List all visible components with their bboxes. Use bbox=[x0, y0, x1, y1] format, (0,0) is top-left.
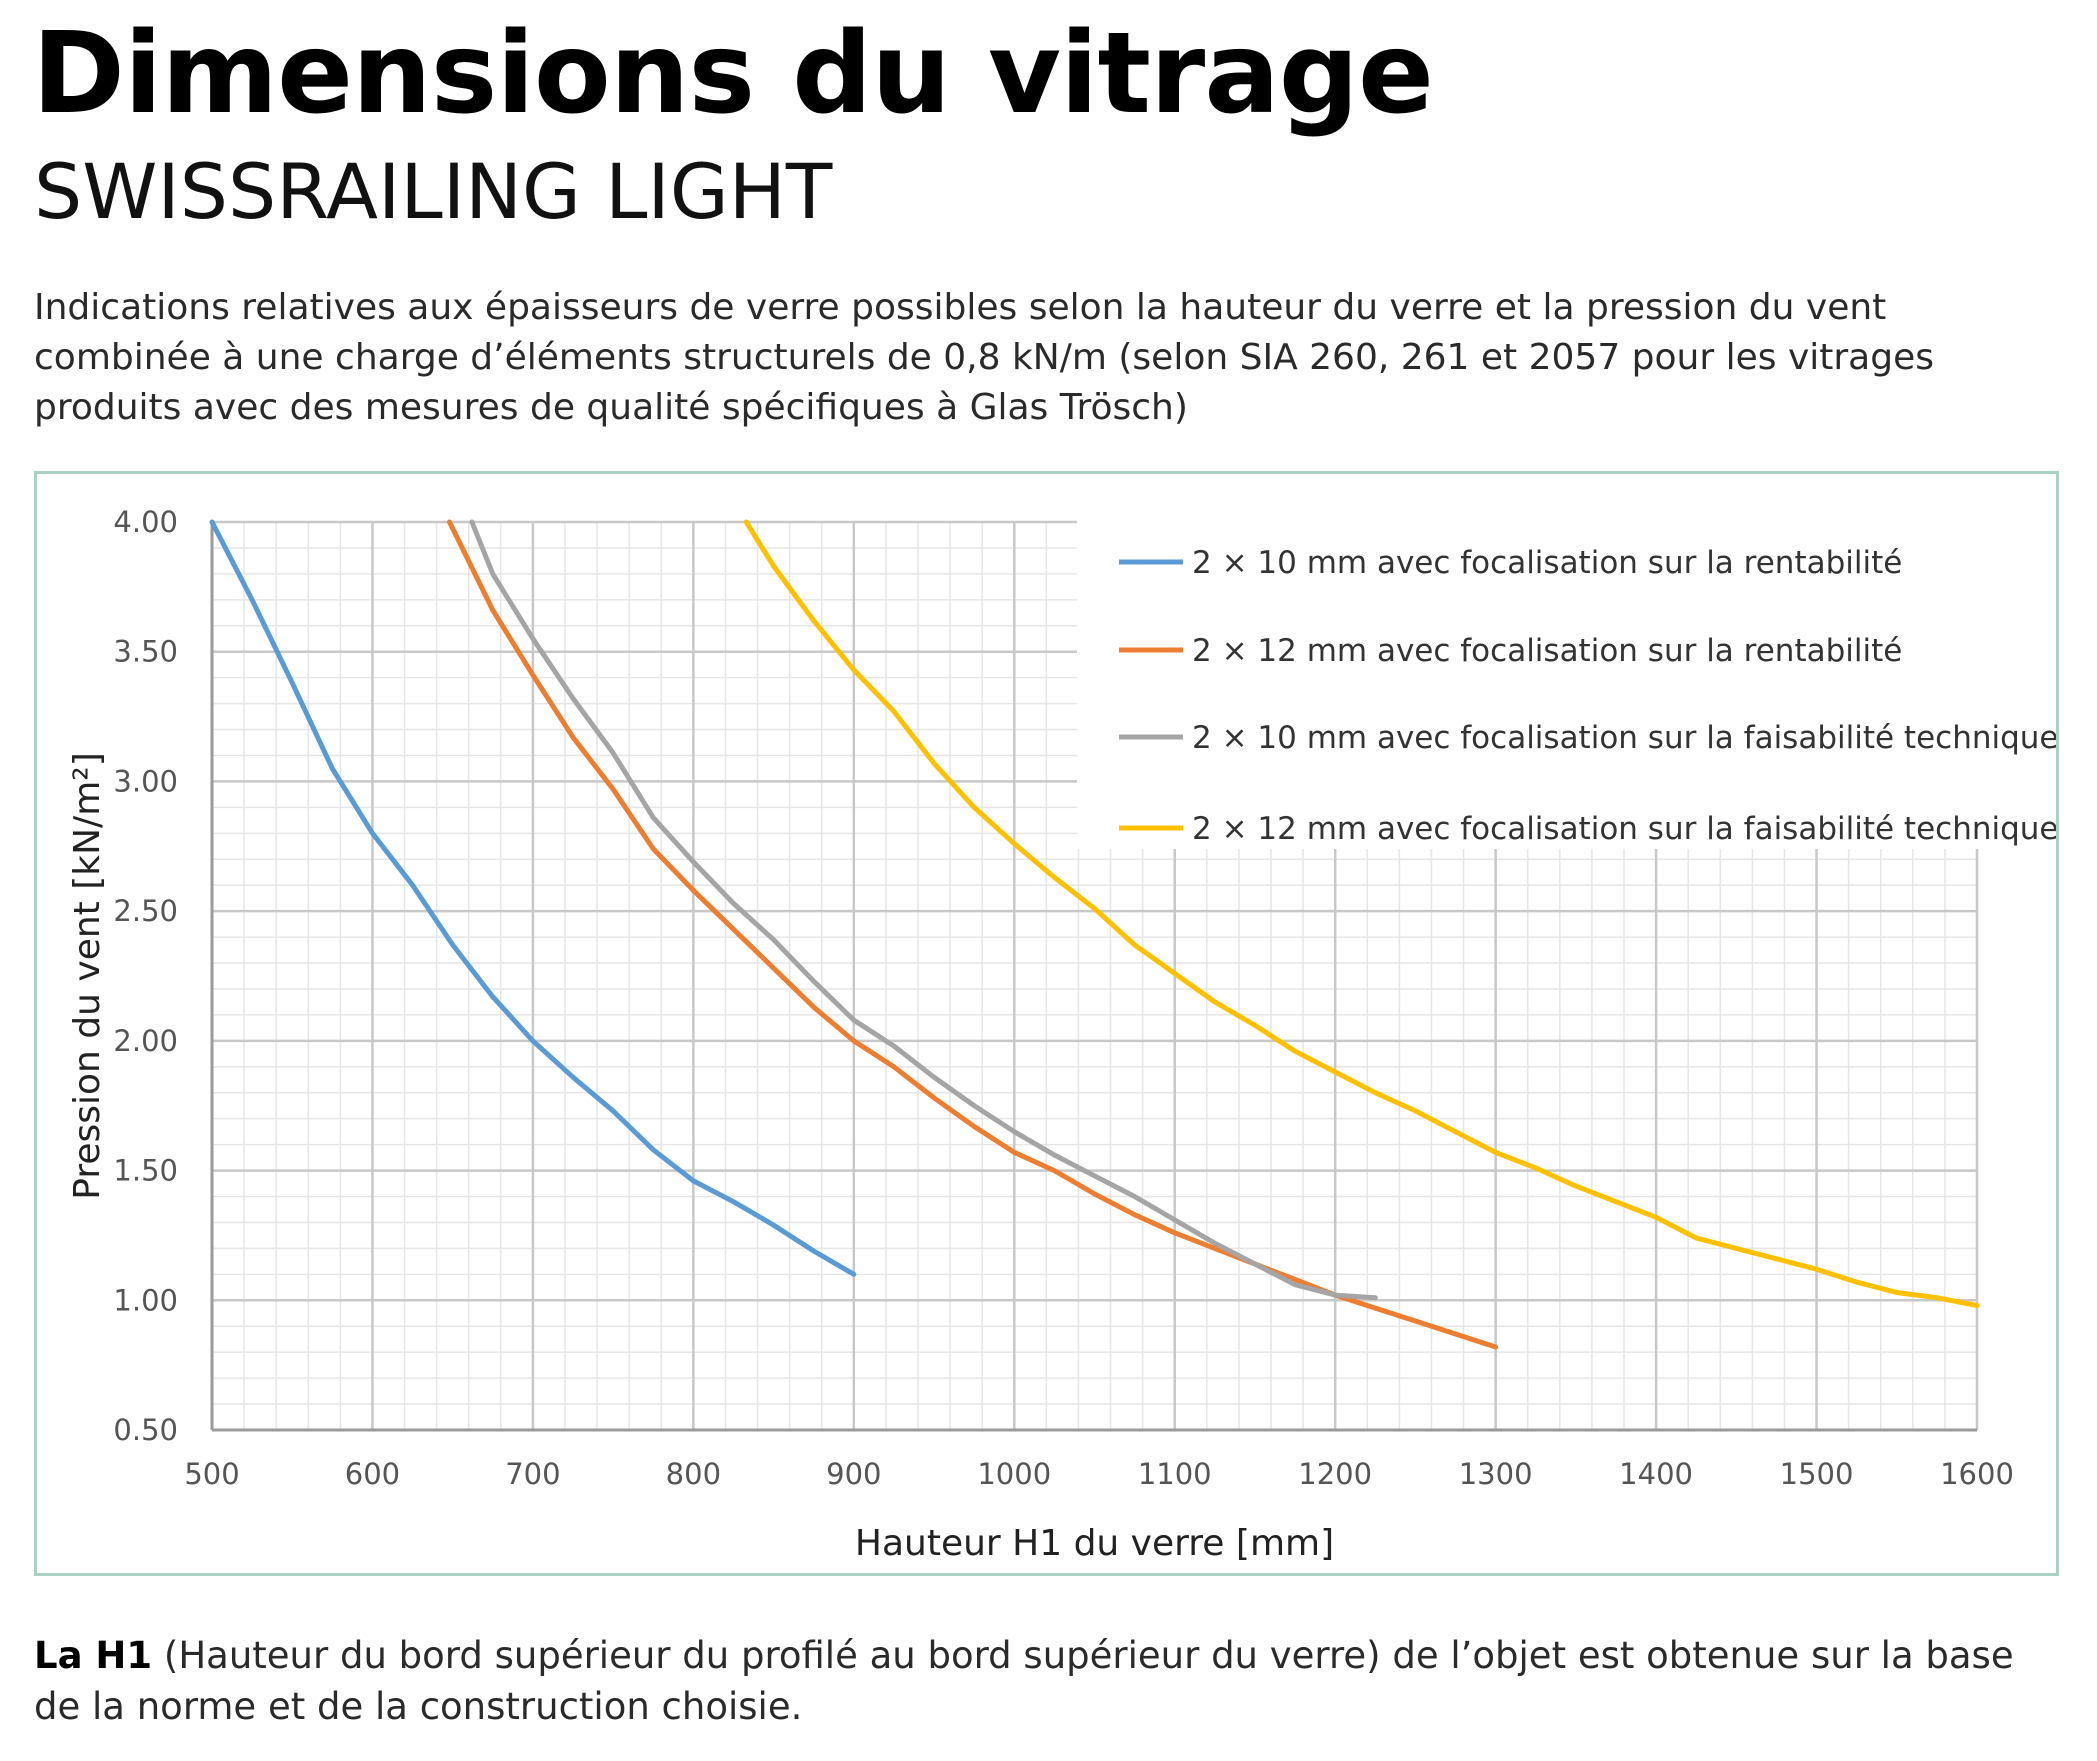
legend-background bbox=[1077, 509, 2047, 849]
x-tick-label: 500 bbox=[184, 1457, 239, 1491]
x-axis-label: Hauteur H1 du verre [mm] bbox=[855, 1523, 1334, 1564]
series-line-1 bbox=[209, 519, 857, 1277]
legend: 2 × 10 mm avec focalisation sur la renta… bbox=[1077, 509, 2056, 849]
tick-labels: 500 600 700 800 900 1000 1100 1200 1300 1400 1500 1… bbox=[113, 505, 2013, 1491]
series-lines bbox=[209, 519, 1980, 1350]
y-tick-label: 2.00 bbox=[113, 1024, 178, 1058]
y-tick-label: 2.50 bbox=[113, 894, 178, 928]
series-line-3 bbox=[469, 519, 1378, 1301]
intro-paragraph: Indications relatives aux épaisseurs de … bbox=[34, 287, 1935, 428]
x-tick-label: 1600 bbox=[1940, 1457, 2014, 1491]
axes bbox=[210, 522, 1977, 1432]
legend-label-3: 2 × 10 mm avec focalisation sur la faisa… bbox=[1192, 720, 2056, 756]
x-tick-label: 800 bbox=[666, 1457, 721, 1491]
footnote-text: (Hauteur du bord supérieur du profilé au… bbox=[34, 1634, 2014, 1728]
x-tick-label: 600 bbox=[345, 1457, 400, 1491]
x-tick-label: 1100 bbox=[1138, 1457, 1212, 1491]
page-title: Dimensions du vitrage bbox=[32, 9, 1434, 139]
y-tick-label: 1.50 bbox=[113, 1154, 178, 1188]
legend-label-4: 2 × 12 mm avec focalisation sur la faisa… bbox=[1192, 811, 2056, 847]
y-tick-label: 3.00 bbox=[113, 764, 178, 798]
series-line-4 bbox=[743, 519, 1980, 1308]
x-tick-label: 700 bbox=[505, 1457, 560, 1491]
chart-frame: 2 × 10 mm avec focalisation sur la renta… bbox=[34, 471, 2059, 1576]
wind-pressure-chart: 2 × 10 mm avec focalisation sur la renta… bbox=[67, 505, 2056, 1564]
x-tick-label: 1500 bbox=[1780, 1457, 1854, 1491]
x-tick-label: 1200 bbox=[1298, 1457, 1372, 1491]
y-tick-label: 0.50 bbox=[113, 1413, 178, 1447]
footnote-bold: La H1 bbox=[34, 1634, 153, 1677]
legend-label-1: 2 × 10 mm avec focalisation sur la renta… bbox=[1192, 545, 1902, 581]
footnote: La H1 (Hauteur du bord supérieur du prof… bbox=[34, 1630, 2064, 1732]
y-tick-label: 4.00 bbox=[113, 505, 178, 539]
y-tick-label: 3.50 bbox=[113, 635, 178, 669]
y-axis-label: Pression du vent [kN/m²] bbox=[67, 752, 108, 1199]
x-tick-label: 1000 bbox=[977, 1457, 1051, 1491]
x-tick-label: 1400 bbox=[1619, 1457, 1693, 1491]
x-tick-label: 900 bbox=[826, 1457, 881, 1491]
x-tick-label: 1300 bbox=[1459, 1457, 1533, 1491]
page-subtitle: SWISSRAILING LIGHT bbox=[34, 147, 833, 236]
legend-label-2: 2 × 12 mm avec focalisation sur la renta… bbox=[1192, 633, 1902, 669]
y-tick-label: 1.00 bbox=[113, 1283, 178, 1317]
